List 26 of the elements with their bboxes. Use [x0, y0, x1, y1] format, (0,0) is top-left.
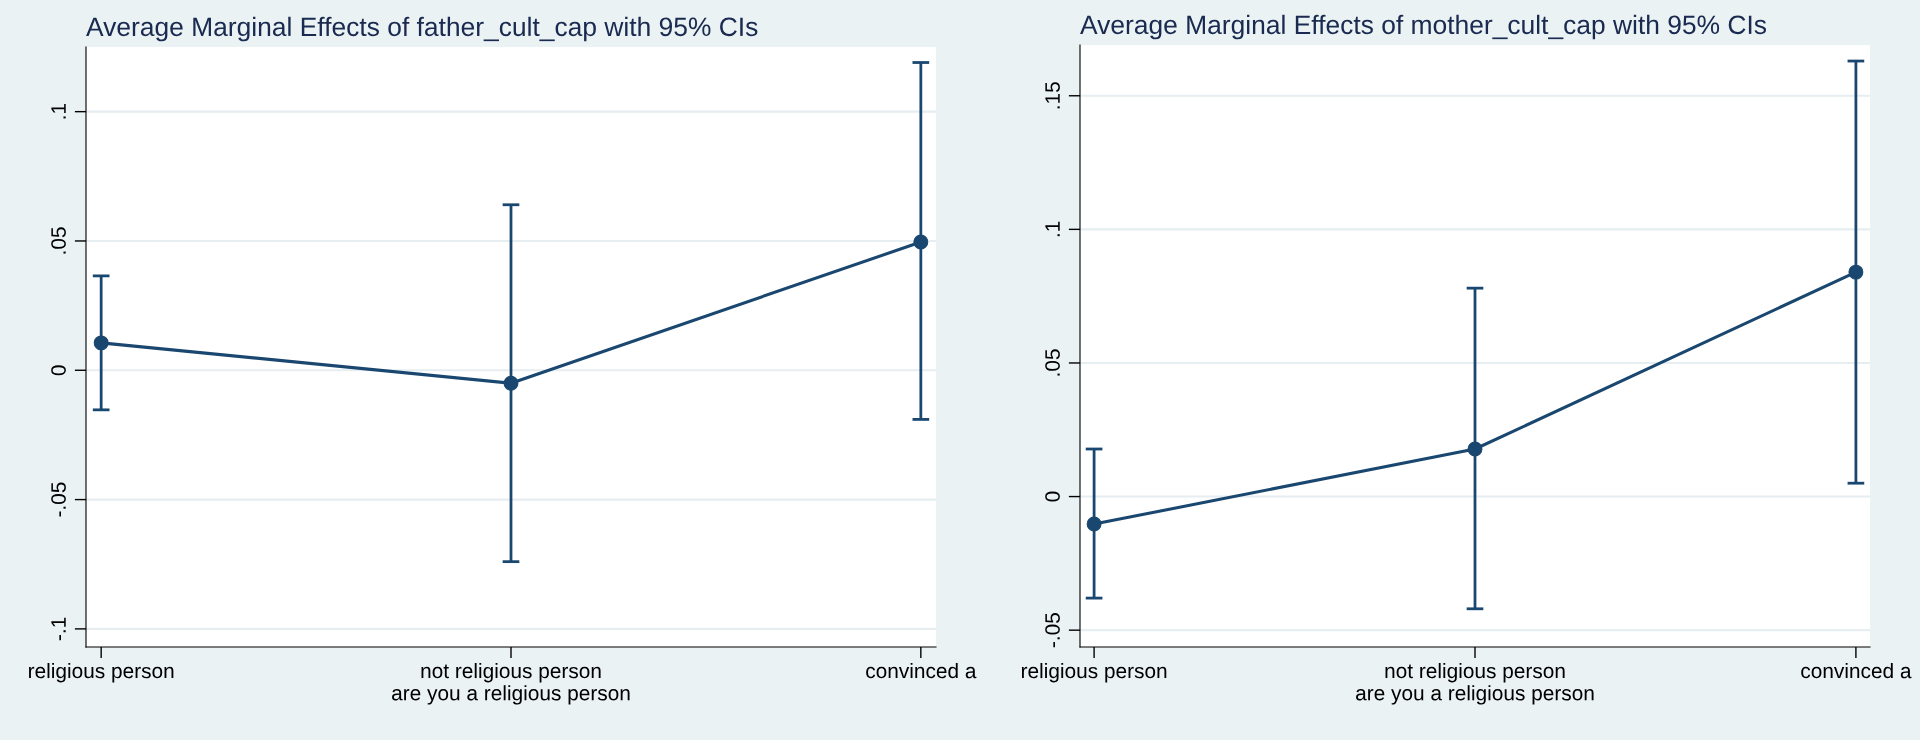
x-tick-label: not religious person: [421, 662, 601, 683]
x-tick-label: not religious person: [1385, 662, 1565, 683]
y-tick-label: .05: [51, 227, 66, 254]
y-tick-label: .1: [1045, 221, 1060, 237]
point: [1467, 441, 1483, 457]
point: [93, 335, 109, 351]
x-tick-label: religious person: [29, 662, 174, 683]
x-tick-label: religious person: [1021, 662, 1167, 683]
chart-title: Average Marginal Effects of father_cult_cap with 95% CIs: [86, 16, 758, 42]
y-tick-label: .1: [51, 103, 66, 119]
y-tick-label: 0: [1045, 491, 1060, 502]
point: [503, 375, 519, 391]
point: [913, 234, 929, 250]
y-tick-label: .05: [1045, 349, 1060, 376]
y-tick-label: -.05: [1045, 613, 1060, 648]
y-tick-label: .15: [1045, 82, 1060, 109]
x-tick-label: convinced a: [1801, 662, 1912, 679]
y-tick-label: -.1: [51, 617, 66, 641]
x-axis-title: are you a religious person: [1356, 685, 1594, 705]
point: [1848, 264, 1864, 280]
chart-title: Average Marginal Effects of mother_cult_cap with 95% CIs: [1080, 14, 1767, 40]
y-tick-label: -.05: [51, 482, 66, 517]
point: [1086, 516, 1102, 532]
y-tick-label: 0: [51, 365, 66, 376]
x-axis-title: are you a religious person: [392, 685, 630, 705]
x-tick-label: convinced a: [866, 662, 977, 679]
